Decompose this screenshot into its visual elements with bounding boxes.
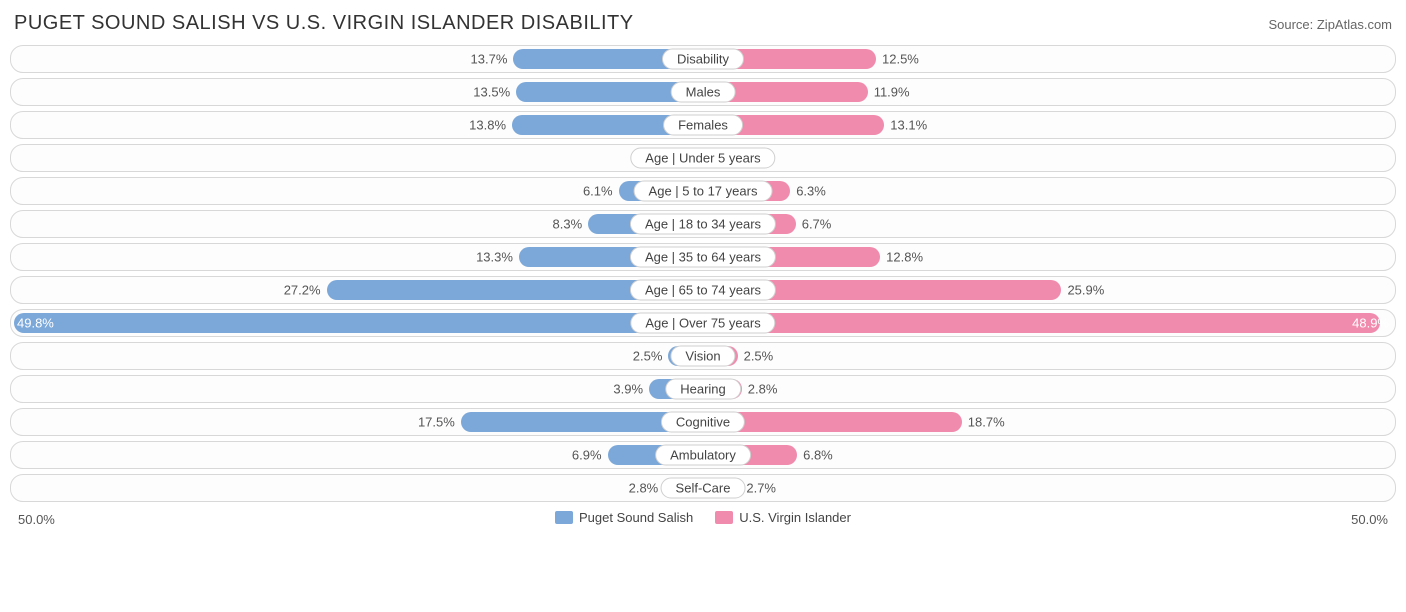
row-track: 27.2% 25.9% Age | 65 to 74 years: [10, 276, 1396, 304]
source-label: Source: ZipAtlas.com: [1268, 17, 1392, 32]
row-track: 8.3% 6.7% Age | 18 to 34 years: [10, 210, 1396, 238]
category-pill: Vision: [670, 346, 735, 367]
legend: Puget Sound Salish U.S. Virgin Islander: [555, 510, 851, 525]
row-track: 13.7% 12.5% Disability: [10, 45, 1396, 73]
value-label-left: 8.3%: [553, 217, 583, 232]
legend-item-right: U.S. Virgin Islander: [715, 510, 851, 525]
value-label-right: 18.7%: [968, 415, 1005, 430]
value-label-left: 2.8%: [629, 481, 659, 496]
value-label-left: 2.5%: [633, 349, 663, 364]
legend-swatch-right: [715, 511, 733, 524]
row-track: 6.1% 6.3% Age | 5 to 17 years: [10, 177, 1396, 205]
row-track: 13.8% 13.1% Females: [10, 111, 1396, 139]
value-label-left: 13.7%: [471, 52, 508, 67]
category-pill: Age | 35 to 64 years: [630, 247, 776, 268]
value-label-left: 6.9%: [572, 448, 602, 463]
value-label-left: 13.8%: [469, 118, 506, 133]
value-label-left: 3.9%: [613, 382, 643, 397]
legend-label-right: U.S. Virgin Islander: [739, 510, 851, 525]
category-pill: Males: [671, 82, 736, 103]
value-label-right: 11.9%: [874, 85, 910, 100]
category-pill: Age | Under 5 years: [630, 148, 775, 169]
category-pill: Females: [663, 115, 743, 136]
legend-item-left: Puget Sound Salish: [555, 510, 693, 525]
axis-left-label: 50.0%: [18, 512, 55, 527]
chart-title: PUGET SOUND SALISH VS U.S. VIRGIN ISLAND…: [14, 12, 634, 35]
row-track: 0.97%1.3%Age | Under 5 years: [10, 144, 1396, 172]
row-track: 13.5% 11.9% Males: [10, 78, 1396, 106]
category-pill: Age | 18 to 34 years: [630, 214, 776, 235]
category-pill: Cognitive: [661, 412, 745, 433]
row-track: 6.9% 6.8% Ambulatory: [10, 441, 1396, 469]
value-label-right: 2.7%: [746, 481, 776, 496]
value-label-left: 49.8%: [17, 316, 54, 331]
category-pill: Age | 65 to 74 years: [630, 280, 776, 301]
category-pill: Age | Over 75 years: [630, 313, 775, 334]
row-track: 49.8% 48.9% Age | Over 75 years: [10, 309, 1396, 337]
row-track: 13.3% 12.8% Age | 35 to 64 years: [10, 243, 1396, 271]
row-track: 2.5% 2.5% Vision: [10, 342, 1396, 370]
bar-left: [14, 313, 703, 333]
value-label-right: 12.8%: [886, 250, 923, 265]
legend-label-left: Puget Sound Salish: [579, 510, 693, 525]
category-pill: Ambulatory: [655, 445, 751, 466]
value-label-left: 6.1%: [583, 184, 613, 199]
category-pill: Hearing: [665, 379, 741, 400]
value-label-right: 13.1%: [890, 118, 927, 133]
category-pill: Disability: [662, 49, 744, 70]
footer: 50.0% Puget Sound Salish U.S. Virgin Isl…: [10, 508, 1396, 534]
row-track: 17.5% 18.7% Cognitive: [10, 408, 1396, 436]
legend-swatch-left: [555, 511, 573, 524]
value-label-left: 13.3%: [476, 250, 513, 265]
value-label-right: 48.9%: [1352, 316, 1389, 331]
category-pill: Self-Care: [661, 478, 746, 499]
chart-container: PUGET SOUND SALISH VS U.S. VIRGIN ISLAND…: [0, 0, 1406, 538]
value-label-left: 27.2%: [284, 283, 321, 298]
row-track: 2.8% 2.7%Self-Care: [10, 474, 1396, 502]
value-label-right: 2.8%: [748, 382, 778, 397]
bar-right: [703, 313, 1380, 333]
value-label-right: 6.8%: [803, 448, 833, 463]
value-label-left: 13.5%: [473, 85, 510, 100]
category-pill: Age | 5 to 17 years: [634, 181, 773, 202]
axis-right-label: 50.0%: [1351, 512, 1388, 527]
value-label-right: 2.5%: [744, 349, 774, 364]
rows-area: 13.7% 12.5% Disability 13.5% 11.9% Males 13.8%…: [10, 45, 1396, 502]
value-label-right: 6.3%: [796, 184, 826, 199]
row-track: 3.9% 2.8% Hearing: [10, 375, 1396, 403]
header: PUGET SOUND SALISH VS U.S. VIRGIN ISLAND…: [10, 8, 1396, 45]
value-label-right: 25.9%: [1067, 283, 1104, 298]
value-label-left: 17.5%: [418, 415, 455, 430]
value-label-right: 12.5%: [882, 52, 919, 67]
value-label-right: 6.7%: [802, 217, 832, 232]
